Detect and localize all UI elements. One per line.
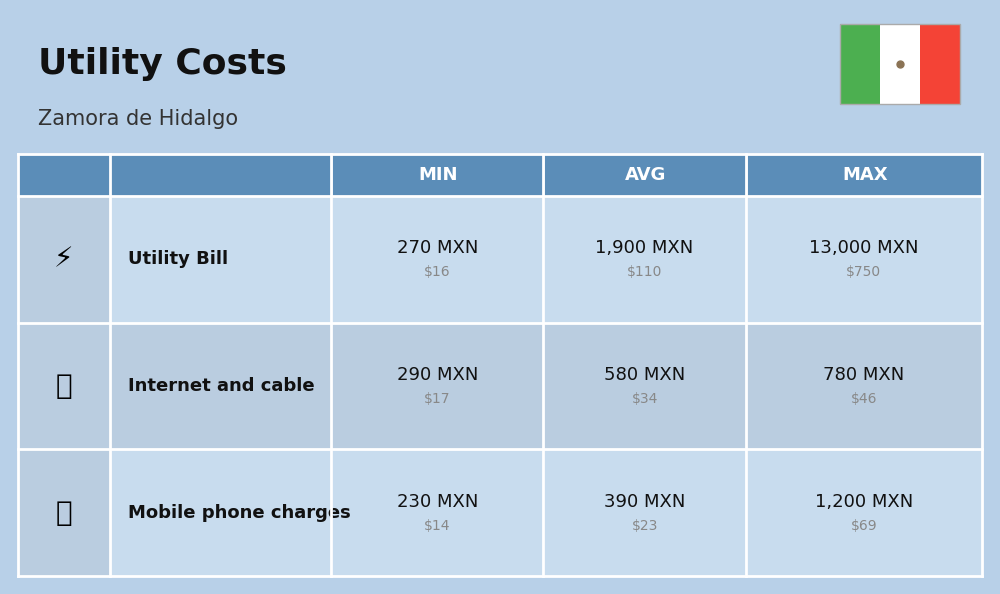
Bar <box>748 196 982 323</box>
Bar <box>748 449 982 576</box>
Text: Zamora de Hidalgo: Zamora de Hidalgo <box>38 109 238 129</box>
Bar <box>18 196 110 323</box>
Text: 1,900 MXN: 1,900 MXN <box>595 239 694 257</box>
Bar <box>748 323 982 449</box>
Bar <box>545 154 746 196</box>
Text: 390 MXN: 390 MXN <box>604 492 685 511</box>
Text: ⚡: ⚡ <box>54 245 74 273</box>
Text: MIN: MIN <box>419 166 458 184</box>
Text: $23: $23 <box>631 519 658 533</box>
Bar <box>110 449 331 576</box>
Text: Utility Bill: Utility Bill <box>128 250 228 268</box>
Text: $69: $69 <box>851 519 877 533</box>
Bar <box>18 154 331 196</box>
Text: 270 MXN: 270 MXN <box>397 239 478 257</box>
Bar <box>110 323 331 449</box>
Bar <box>333 323 543 449</box>
Text: $14: $14 <box>424 519 451 533</box>
Text: 780 MXN: 780 MXN <box>823 366 905 384</box>
Bar <box>18 323 110 449</box>
Text: Mobile phone charges: Mobile phone charges <box>128 504 350 522</box>
Text: 📱: 📱 <box>55 499 72 527</box>
Text: 1,200 MXN: 1,200 MXN <box>815 492 913 511</box>
Text: 📶: 📶 <box>55 372 72 400</box>
Bar <box>110 196 331 323</box>
Bar <box>333 196 543 323</box>
Text: $17: $17 <box>424 392 451 406</box>
Text: $46: $46 <box>851 392 877 406</box>
Bar <box>880 24 920 104</box>
Bar <box>840 24 880 104</box>
Text: 290 MXN: 290 MXN <box>397 366 478 384</box>
Text: AVG: AVG <box>625 166 666 184</box>
Text: Utility Costs: Utility Costs <box>38 47 287 81</box>
Text: 13,000 MXN: 13,000 MXN <box>809 239 919 257</box>
Bar <box>545 323 746 449</box>
Text: Internet and cable: Internet and cable <box>128 377 314 395</box>
Text: 580 MXN: 580 MXN <box>604 366 685 384</box>
Bar <box>840 24 960 104</box>
Bar <box>545 196 746 323</box>
Bar <box>333 449 543 576</box>
Bar <box>333 154 543 196</box>
Bar <box>748 154 982 196</box>
Text: $750: $750 <box>846 266 881 279</box>
Text: $34: $34 <box>631 392 658 406</box>
Text: $110: $110 <box>627 266 662 279</box>
Text: 230 MXN: 230 MXN <box>397 492 478 511</box>
Bar <box>545 449 746 576</box>
Text: MAX: MAX <box>842 166 888 184</box>
Bar <box>18 449 110 576</box>
Text: $16: $16 <box>424 266 451 279</box>
Bar <box>920 24 960 104</box>
